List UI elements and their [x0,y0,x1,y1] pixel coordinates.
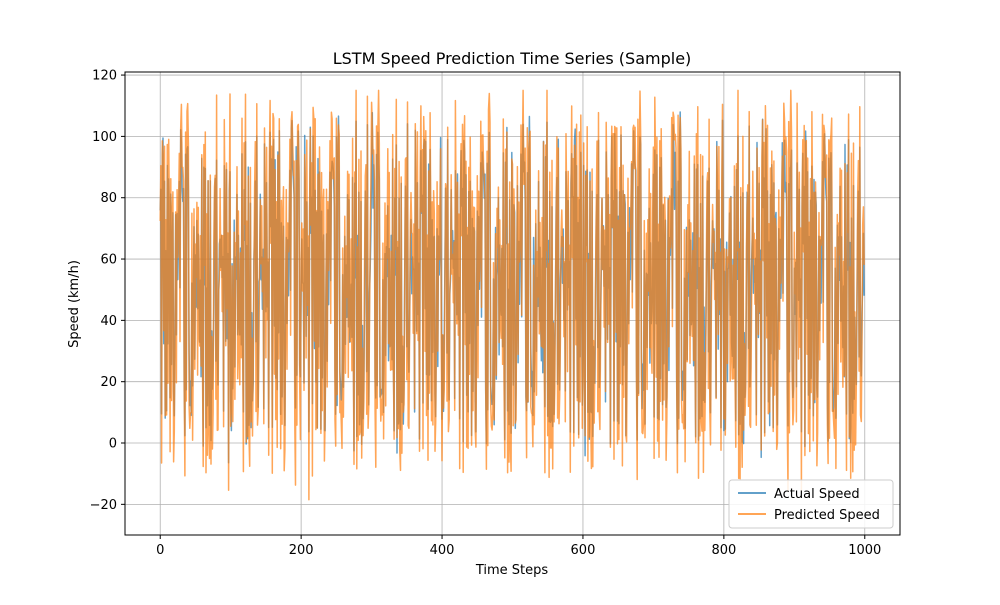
legend-box [728,479,894,529]
y-tick-label: 40 [100,314,117,329]
legend-label-predicted: Predicted Speed [774,508,880,523]
x-axis-label: Time Steps [475,563,549,578]
y-axis-ticks: −20 0 20 40 60 80 100 120 [90,69,125,513]
x-tick-label: 0 [156,543,164,558]
y-tick-label: −20 [90,498,117,513]
x-tick-label: 800 [711,543,736,558]
legend: Actual Speed Predicted Speed [728,479,894,529]
y-tick-label: 120 [92,69,117,84]
plot-frame [124,71,901,536]
y-tick-label: 60 [100,253,117,268]
chart-title: LSTM Speed Prediction Time Series (Sampl… [333,49,692,68]
series-lines [159,89,865,501]
y-axis-label: Speed (km/h) [67,260,82,348]
series-line-predicted-speed [159,89,865,501]
x-tick-label: 400 [430,543,455,558]
y-tick-label: 100 [92,130,117,145]
x-tick-label: 1000 [848,543,881,558]
y-tick-label: 0 [109,437,117,452]
x-tick-label: 200 [289,543,314,558]
legend-label-actual: Actual Speed [774,487,860,502]
x-tick-label: 600 [571,543,596,558]
y-tick-label: 80 [100,191,117,206]
y-tick-label: 20 [100,375,117,390]
x-axis-ticks: 0 200 400 600 800 1000 [156,535,881,558]
